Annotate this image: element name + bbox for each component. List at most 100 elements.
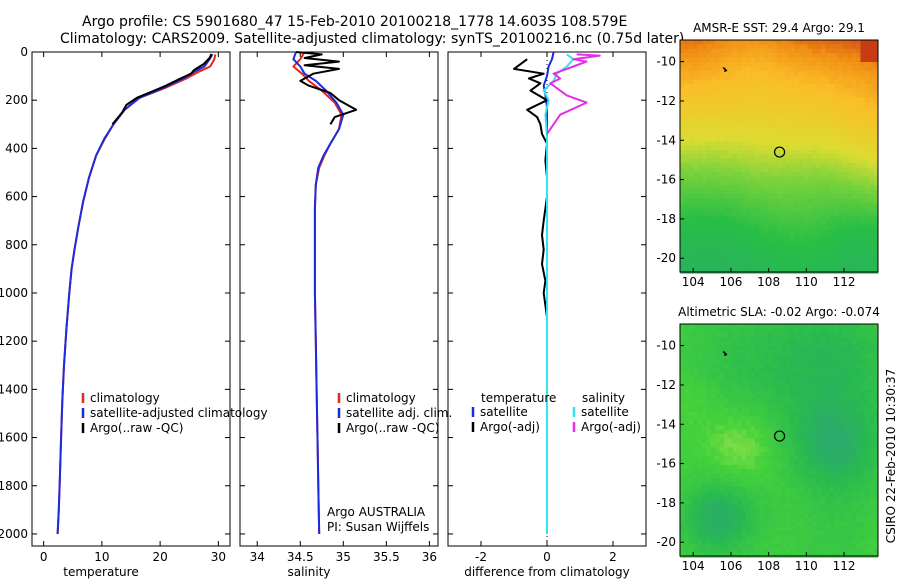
heatmap-cell <box>684 482 690 488</box>
heatmap-cell <box>732 526 738 532</box>
heatmap-cell <box>750 106 756 111</box>
heatmap-cell <box>684 394 690 400</box>
heatmap-cell <box>812 456 817 461</box>
heatmap-cell <box>820 390 826 395</box>
heatmap-cell <box>728 158 734 164</box>
heatmap-cell <box>864 425 870 430</box>
heatmap-cell <box>710 482 716 488</box>
heatmap-cell <box>688 255 694 261</box>
heatmap-cell <box>816 390 822 395</box>
heatmap-cell <box>807 128 813 133</box>
heatmap-cell <box>737 434 742 439</box>
heatmap-cell <box>719 194 725 199</box>
heatmap-cell <box>816 526 822 532</box>
heatmap-cell <box>732 53 738 58</box>
heatmap-cell <box>829 324 835 329</box>
y-tick-label: -16 <box>656 457 676 471</box>
heatmap-cell <box>763 167 769 173</box>
heatmap-cell <box>728 40 734 45</box>
heatmap-cell <box>820 119 826 124</box>
heatmap-cell <box>851 544 857 549</box>
heatmap-cell <box>750 145 756 151</box>
heatmap-cell <box>688 328 694 334</box>
heatmap-cell <box>684 464 690 470</box>
heatmap-cell <box>838 552 844 558</box>
heatmap-cell <box>803 381 808 386</box>
heatmap-cell <box>750 363 756 369</box>
heatmap-cell <box>803 128 808 133</box>
heatmap-cell <box>825 224 830 230</box>
heatmap-cell <box>873 473 879 479</box>
heatmap-cell <box>829 44 835 50</box>
heatmap-cell <box>719 101 725 107</box>
heatmap-cell <box>842 526 848 532</box>
heatmap-cell <box>851 491 857 496</box>
heatmap-cell <box>834 268 839 274</box>
heatmap-cell <box>781 53 786 58</box>
heatmap-cell <box>785 110 791 116</box>
heatmap-cell <box>693 75 698 80</box>
heatmap-cell <box>680 101 685 107</box>
heatmap-cell <box>834 198 839 204</box>
heatmap-cell <box>697 434 703 439</box>
heatmap-cell <box>869 48 874 54</box>
heatmap-cell <box>732 176 738 182</box>
heatmap-cell <box>838 381 844 386</box>
heatmap-cell <box>851 469 857 474</box>
heatmap-cell <box>768 62 773 67</box>
heatmap-cell <box>688 469 694 474</box>
heatmap-cell <box>706 229 712 234</box>
heatmap-cell <box>750 332 756 338</box>
heatmap-cell <box>763 128 769 133</box>
heatmap-cell <box>794 154 800 160</box>
heatmap-cell <box>724 207 729 212</box>
heatmap-cell <box>768 110 773 116</box>
heatmap-cell <box>781 264 786 270</box>
heatmap-cell <box>820 194 826 199</box>
heatmap-cell <box>741 141 747 146</box>
heatmap-cell <box>864 44 870 50</box>
heatmap-cell <box>710 394 716 400</box>
heatmap-cell <box>693 328 698 334</box>
heatmap-cell <box>763 44 769 50</box>
heatmap-cell <box>790 513 795 518</box>
heatmap-cell <box>820 189 826 195</box>
heatmap-cell <box>724 482 729 488</box>
heatmap-cell <box>754 517 760 523</box>
heatmap-cell <box>772 478 778 483</box>
heatmap-cell <box>684 478 690 483</box>
heatmap-cell <box>759 429 764 435</box>
heatmap-cell <box>785 255 791 261</box>
heatmap-cell <box>719 451 725 457</box>
heatmap-cell <box>697 211 703 217</box>
heatmap-cell <box>697 233 703 239</box>
heatmap-cell <box>732 337 738 342</box>
heatmap-cell <box>873 238 879 243</box>
heatmap-cell <box>719 486 725 492</box>
heatmap-cell <box>684 552 690 558</box>
heatmap-cell <box>750 62 756 67</box>
heatmap-cell <box>851 552 857 558</box>
heatmap-cell <box>768 469 773 474</box>
heatmap-cell <box>829 513 835 518</box>
heatmap-cell <box>820 123 826 129</box>
heatmap-cell <box>851 530 857 536</box>
heatmap-cell <box>728 79 734 85</box>
heatmap-cell <box>732 398 738 404</box>
heatmap-cell <box>772 128 778 133</box>
heatmap-cell <box>724 372 729 378</box>
heatmap-cell <box>710 106 716 111</box>
heatmap-cell <box>680 180 685 186</box>
heatmap-cell <box>763 526 769 532</box>
heatmap-cell <box>741 341 747 347</box>
heatmap-cell <box>825 469 830 474</box>
heatmap-cell <box>776 88 782 94</box>
heatmap-cell <box>807 420 813 426</box>
heatmap-cell <box>728 167 734 173</box>
heatmap-cell <box>750 548 756 554</box>
heatmap-cell <box>856 508 861 514</box>
heatmap-cell <box>834 163 839 168</box>
heatmap-cell <box>790 442 795 448</box>
heatmap-cell <box>724 194 729 199</box>
heatmap-cell <box>803 495 808 501</box>
